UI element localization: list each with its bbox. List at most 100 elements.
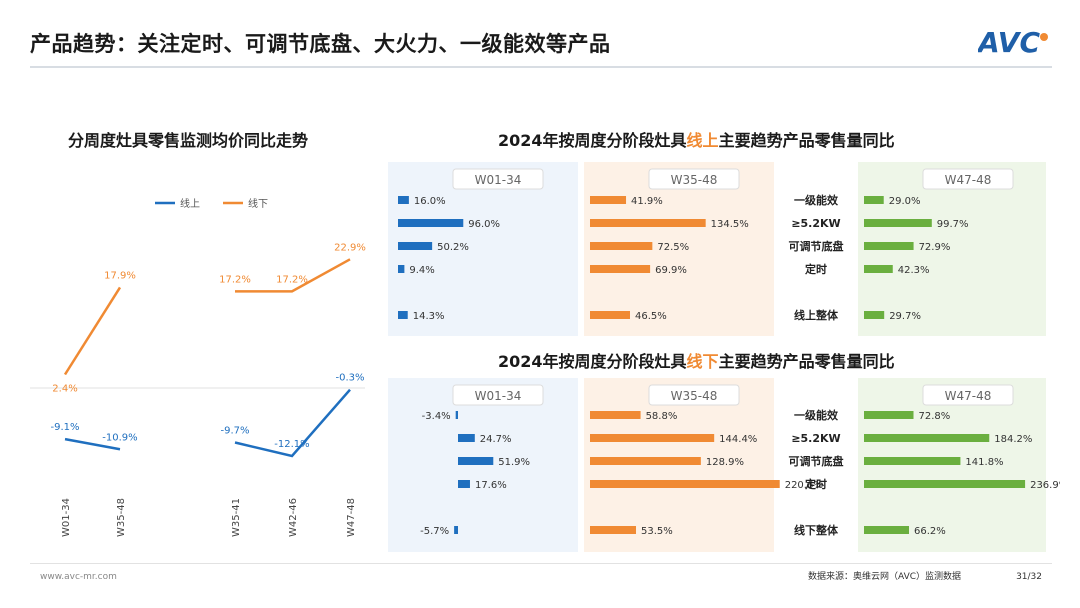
- x-tick-1: W01-34: [61, 498, 72, 537]
- bar-value-offline-2-2: 144.4%: [719, 434, 757, 445]
- bar-offline-1-1: [455, 411, 458, 419]
- data-label-offline-4: 17.2%: [276, 274, 308, 285]
- bar-value-offline-1-5: -5.7%: [420, 526, 449, 537]
- bar-value-offline-2-4: 220.6%: [785, 480, 823, 491]
- bar-value-offline-3-5: 66.2%: [914, 526, 946, 537]
- bar-panel-online-2: W35-48 41.9% 134.5% 72.5% 69.9% 46.5%: [584, 162, 774, 336]
- bar-offline-2-4: [590, 480, 780, 488]
- panel-header-W35-48: W35-48: [671, 389, 718, 403]
- page-title: 产品趋势：关注定时、可调节底盘、大火力、一级能效等产品: [30, 32, 611, 56]
- bar-value-online-3-3: 72.9%: [919, 242, 951, 253]
- legend-label-online: 线上: [180, 197, 200, 210]
- category-online-4: 定时: [805, 262, 827, 276]
- bar-online-3-3: [864, 242, 914, 250]
- data-label-offline-2: 17.9%: [104, 270, 136, 281]
- category-online-1: 一级能效: [794, 193, 839, 207]
- bar-offline-3-2: [864, 434, 990, 442]
- category-online-3: 可调节底盘: [789, 239, 844, 253]
- category-offline-5: 线下整体: [794, 523, 839, 537]
- data-label-online-2: -10.9%: [102, 432, 137, 443]
- bar-online-1-5: [398, 311, 408, 319]
- series-line-online-seg1: [64, 437, 121, 451]
- bar-offline-3-1: [864, 411, 914, 419]
- bar-value-online-2-5: 46.5%: [635, 311, 667, 322]
- panel-header-W47-48: W47-48: [945, 173, 992, 187]
- category-online-5: 线上整体: [794, 308, 839, 322]
- footer-url: www.avc-mr.com: [40, 572, 117, 582]
- legend-label-offline: 线下: [248, 197, 268, 210]
- bar-value-offline-3-3: 141.8%: [965, 457, 1003, 468]
- price-trend-line-chart: 线上 线下 2.4% 17.9% 17.2% 17.2% 22.9% -9.1% -10.9% -…: [30, 197, 366, 537]
- x-tick-2: W35-48: [116, 498, 127, 537]
- page-number: 31/32: [1016, 572, 1042, 582]
- bar-offline-2-2: [590, 434, 715, 442]
- line-chart-title: 分周度灶具零售监测均价同比走势: [68, 131, 309, 150]
- panel-header-W01-34: W01-34: [475, 389, 522, 403]
- bar-offline-3-4: [864, 480, 1026, 488]
- bar-value-offline-1-3: 51.9%: [498, 457, 530, 468]
- avc-logo: AVC: [978, 26, 1048, 58]
- bar-offline-3-3: [864, 457, 961, 465]
- panel-header-W47-48: W47-48: [945, 389, 992, 403]
- series-line-offline-seg1: [63, 286, 122, 376]
- bar-offline-2-5: [590, 526, 637, 534]
- panel-header-box: [452, 384, 544, 406]
- x-tick-5: W47-48: [346, 498, 357, 537]
- bar-offline-3-5: [864, 526, 910, 534]
- data-label-online-3: -9.7%: [220, 426, 249, 437]
- bar-value-offline-3-1: 72.8%: [919, 411, 951, 422]
- bar-panel-offline-3: W47-48 72.8% 184.2% 141.8% 236.9% 66.2%: [858, 378, 1060, 552]
- bar-value-offline-1-4: 17.6%: [475, 480, 507, 491]
- category-online-2: ≥5.2KW: [791, 217, 840, 230]
- footer-source: 数据来源：奥维云网（AVC）监测数据: [808, 572, 962, 582]
- bar-offline-2-3: [590, 457, 701, 465]
- panel-header-box: [452, 168, 544, 190]
- bar-value-online-1-5: 14.3%: [413, 311, 445, 322]
- panel-header-W01-34: W01-34: [475, 173, 522, 187]
- bar-panel-offline-1: W01-34 -3.4% 24.7% 51.9% 17.6% -5.7%: [388, 378, 578, 552]
- bar-online-1-1: [398, 196, 409, 204]
- online-bar-title: 2024年按周度分阶段灶具线上主要趋势产品零售量同比: [498, 131, 895, 150]
- panel-header-box: [648, 384, 740, 406]
- bar-online-2-1: [590, 196, 627, 204]
- bar-offline-1-5: [454, 526, 458, 534]
- x-tick-3: W35-41: [231, 498, 242, 537]
- bar-value-offline-3-2: 184.2%: [994, 434, 1032, 445]
- category-offline-4: 定时: [805, 477, 827, 491]
- data-label-offline-3: 17.2%: [219, 274, 251, 285]
- bar-value-online-3-1: 29.0%: [889, 196, 921, 207]
- bar-panel-offline-2: W35-48 58.8% 144.4% 128.9% 220.6% 53.5%: [584, 378, 823, 552]
- offline-bar-title: 2024年按周度分阶段灶具线下主要趋势产品零售量同比: [498, 352, 895, 371]
- panel-header-W35-48: W35-48: [671, 173, 718, 187]
- bar-online-2-5: [590, 311, 630, 319]
- bar-offline-1-2: [458, 434, 475, 442]
- bar-online-3-2: [864, 219, 932, 227]
- bar-value-online-2-3: 72.5%: [657, 242, 689, 253]
- bar-online-1-4: [398, 265, 405, 273]
- bar-value-online-1-2: 96.0%: [468, 219, 500, 230]
- bar-value-online-2-1: 41.9%: [631, 196, 663, 207]
- data-label-online-5: -0.3%: [335, 373, 364, 384]
- series-line-online-seg2: [234, 388, 351, 458]
- footer-divider: [30, 563, 1052, 564]
- category-offline-2: ≥5.2KW: [791, 432, 840, 445]
- bar-offline-1-3: [458, 457, 494, 465]
- bar-online-1-2: [398, 219, 464, 227]
- bar-value-online-2-2: 134.5%: [711, 219, 749, 230]
- data-label-offline-1: 2.4%: [52, 384, 77, 395]
- bar-value-offline-2-3: 128.9%: [706, 457, 744, 468]
- panel-header-box: [922, 168, 1014, 190]
- bar-online-3-5: [864, 311, 885, 319]
- bar-panel-online-1: W01-34 16.0% 96.0% 50.2% 9.4% 14.3%: [388, 162, 578, 336]
- bar-online-2-4: [590, 265, 651, 273]
- x-tick-4: W42-46: [288, 498, 299, 537]
- data-label-online-4: -12.1%: [274, 439, 309, 450]
- bar-value-online-1-4: 9.4%: [409, 265, 434, 276]
- bar-value-online-1-3: 50.2%: [437, 242, 469, 253]
- bar-value-offline-1-1: -3.4%: [422, 411, 451, 422]
- logo-text: AVC: [978, 26, 1040, 58]
- category-offline-1: 一级能效: [794, 408, 839, 422]
- bar-value-offline-2-5: 53.5%: [641, 526, 673, 537]
- bar-offline-2-1: [590, 411, 641, 419]
- bar-online-2-3: [590, 242, 653, 250]
